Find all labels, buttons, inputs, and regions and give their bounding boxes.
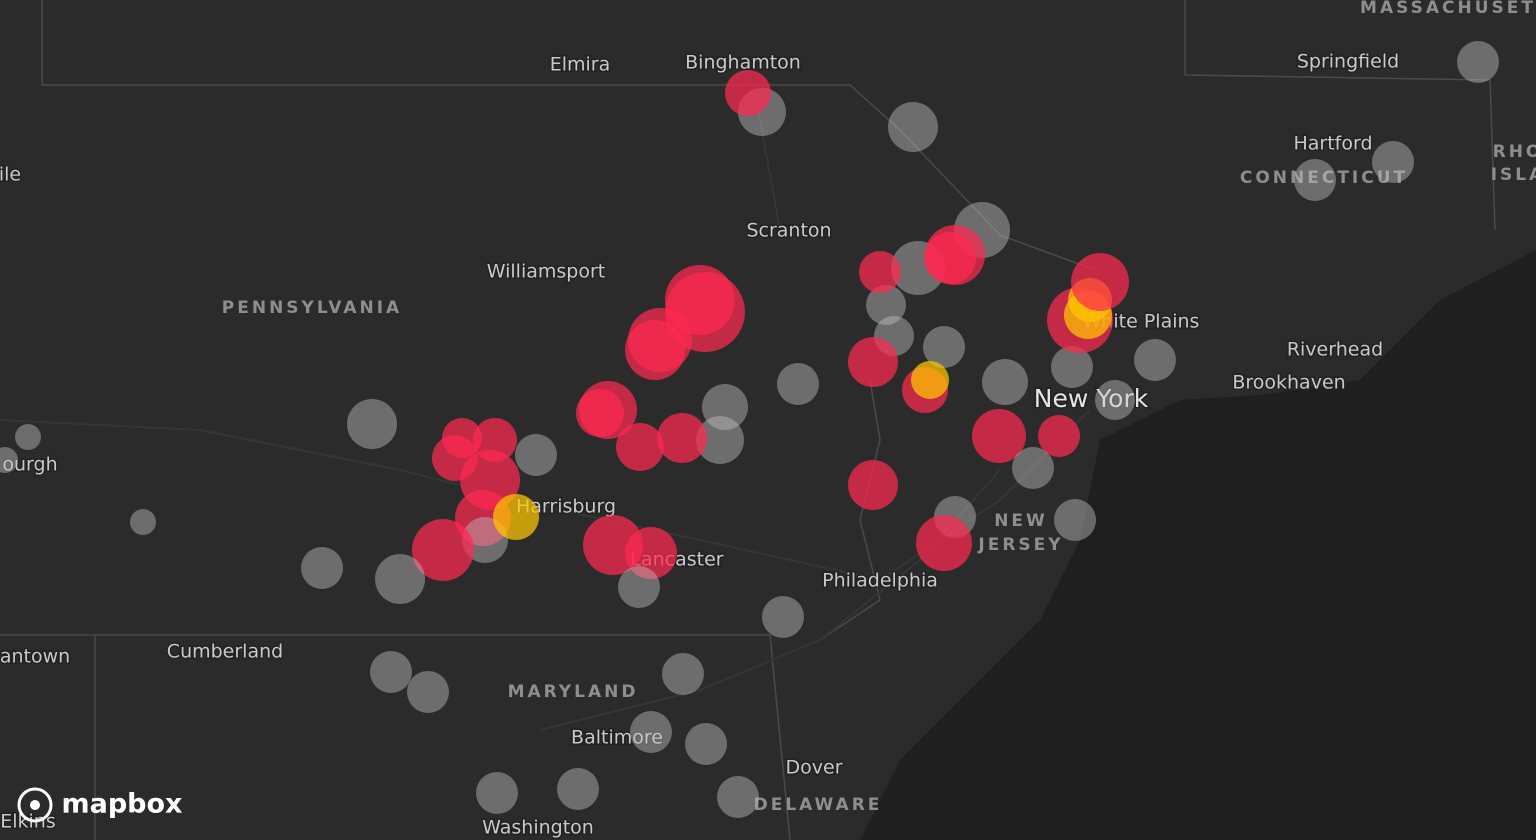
marker: [1051, 346, 1093, 388]
marker: [911, 361, 949, 399]
region-label: RHO: [1493, 142, 1536, 162]
marker: [412, 519, 474, 581]
region-label: PENNSYLVANIA: [222, 298, 402, 318]
marker: [616, 423, 664, 471]
place-label: ile: [0, 164, 21, 186]
marker: [848, 337, 898, 387]
marker: [972, 409, 1026, 463]
state-border: [41, 0, 1096, 271]
logo: mapbox: [17, 787, 183, 823]
place-label: ourgh: [2, 454, 57, 476]
marker: [1012, 447, 1054, 489]
marker: [455, 490, 511, 546]
region-label: MASSACHUSET: [1360, 0, 1536, 18]
place-label: Baltimore: [571, 727, 663, 749]
marker: [1457, 41, 1499, 83]
marker: [1054, 499, 1096, 541]
logo-text: mapbox: [62, 789, 183, 820]
marker: [618, 566, 660, 608]
marker: [662, 653, 704, 695]
place-label: Riverhead: [1287, 339, 1383, 361]
region-label: NEW: [994, 511, 1048, 531]
place-label: Dover: [786, 757, 843, 779]
marker: [717, 776, 759, 818]
marker: [702, 384, 748, 430]
marker: [982, 359, 1028, 405]
marker: [370, 651, 412, 693]
marker: [1372, 141, 1414, 183]
marker: [685, 723, 727, 765]
marker: [657, 413, 707, 463]
marker: [557, 768, 599, 810]
place-label: antown: [0, 646, 70, 668]
marker: [0, 447, 18, 473]
marker: [493, 494, 539, 540]
region-label: CONNECTICUT: [1240, 168, 1408, 188]
marker: [476, 772, 518, 814]
region-label: JERSEY: [977, 535, 1063, 555]
state-border: [1184, 0, 1496, 231]
marker: [924, 232, 976, 284]
marker: [923, 326, 965, 368]
city-label: New York: [1034, 384, 1149, 413]
marker: [696, 416, 744, 464]
place-label: Washington: [482, 817, 594, 839]
marker: [576, 389, 624, 437]
state-border: [0, 634, 791, 840]
marker: [1134, 339, 1176, 381]
marker: [375, 554, 425, 604]
place-label: Williamsport: [487, 261, 605, 283]
marker: [15, 424, 41, 450]
place-label: Philadelphia: [822, 570, 938, 592]
markers: [0, 41, 1499, 818]
logo-icon: [30, 800, 40, 810]
marker: [888, 102, 938, 152]
marker: [515, 434, 557, 476]
marker: [1095, 380, 1135, 420]
marker: [301, 547, 343, 589]
place-label: Binghamton: [685, 52, 801, 74]
marker: [866, 285, 906, 325]
region-label: ISLA: [1491, 165, 1536, 185]
region-label: DELAWARE: [754, 795, 883, 815]
region-label: MARYLAND: [508, 682, 639, 702]
marker: [625, 527, 677, 579]
place-label: Brookhaven: [1232, 372, 1345, 394]
place-label: Cumberland: [167, 641, 283, 663]
marker: [777, 363, 819, 405]
marker: [1294, 159, 1336, 201]
marker: [625, 320, 685, 380]
state-border: [819, 379, 881, 641]
marker: [1071, 253, 1129, 311]
marker: [762, 596, 804, 638]
marker: [1038, 415, 1080, 457]
water: [860, 250, 1536, 840]
marker: [130, 509, 156, 535]
marker: [347, 399, 397, 449]
marker: [859, 251, 901, 293]
marker: [630, 711, 672, 753]
marker: [916, 515, 972, 571]
marker: [725, 70, 771, 116]
place-label: Scranton: [746, 220, 831, 242]
place-label: Hartford: [1293, 133, 1372, 155]
place-label: Elmira: [550, 54, 611, 76]
place-label: Springfield: [1297, 51, 1399, 73]
marker: [848, 460, 898, 510]
logo-icon: [17, 787, 53, 823]
marker: [407, 671, 449, 713]
